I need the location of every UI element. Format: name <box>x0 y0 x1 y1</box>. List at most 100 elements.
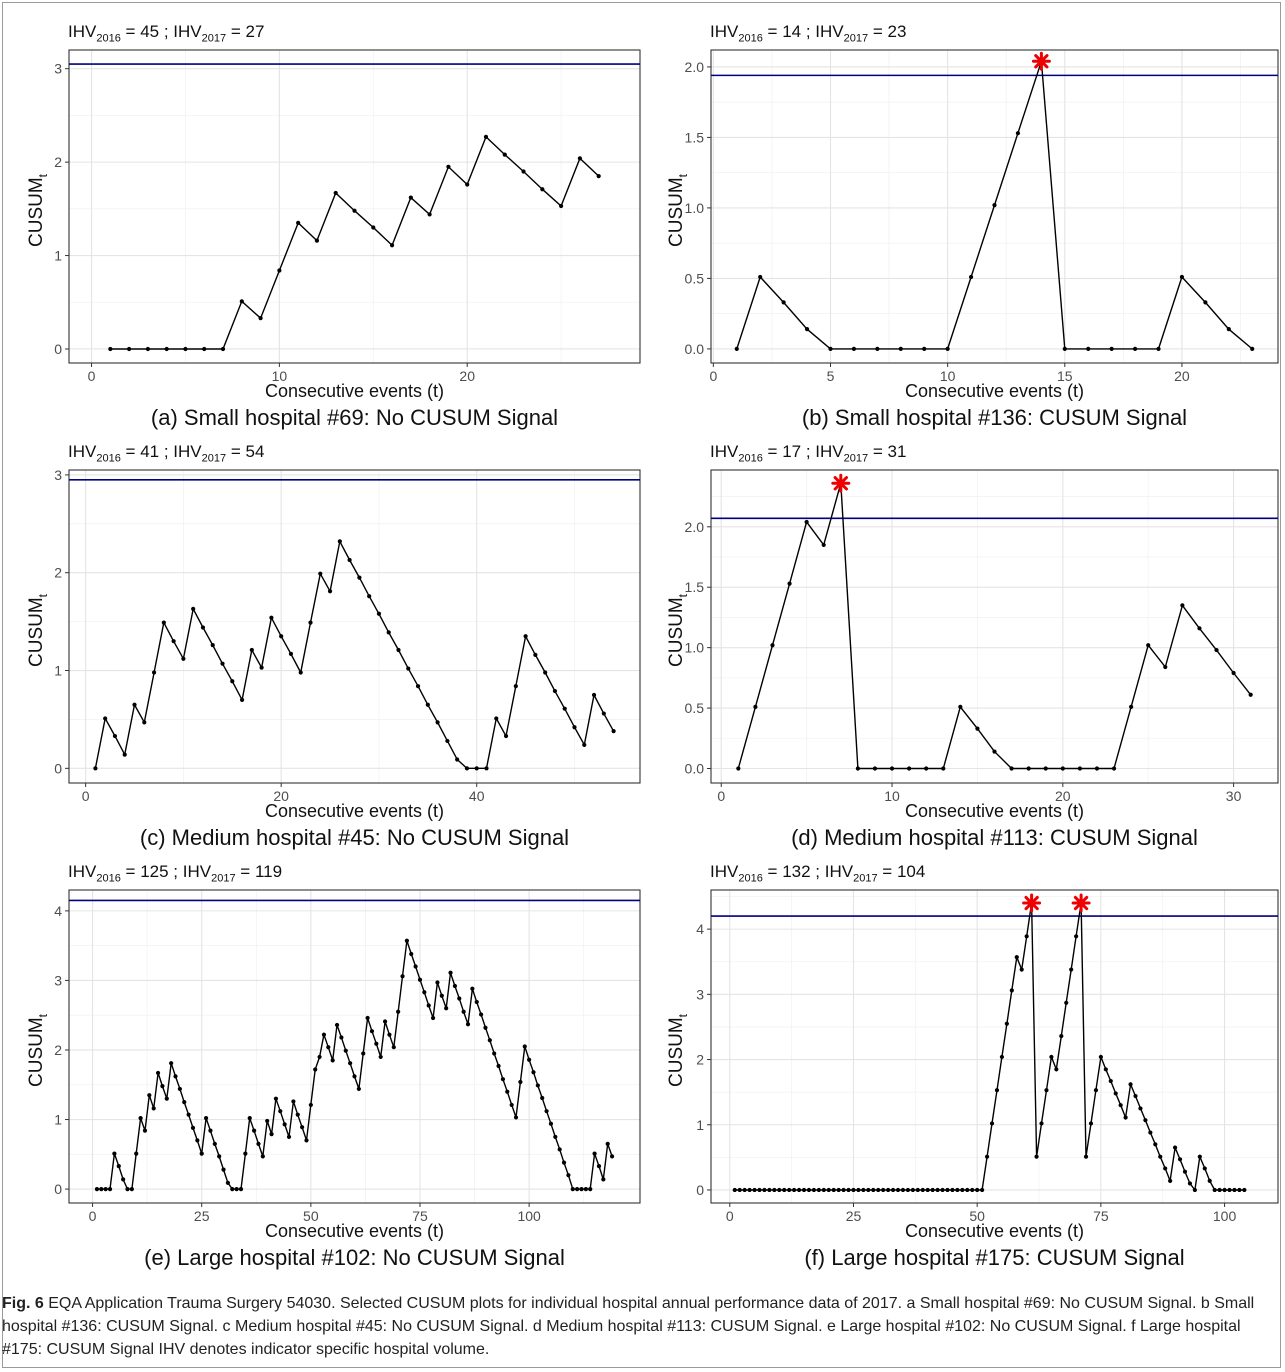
data-point <box>247 1116 252 1121</box>
data-point <box>234 1186 239 1192</box>
signal-marker <box>1031 51 1051 71</box>
data-point <box>251 1128 257 1133</box>
x-tick-label: 0 <box>82 788 90 804</box>
data-point <box>1015 131 1021 136</box>
data-point <box>1132 346 1138 352</box>
y-tick-label: 3 <box>54 467 62 483</box>
data-point <box>127 346 132 352</box>
data-point <box>134 1151 139 1156</box>
data-point <box>243 1151 248 1156</box>
x-tick-label: 20 <box>1055 788 1071 804</box>
data-point <box>866 1187 871 1193</box>
data-point <box>826 1187 831 1193</box>
data-point <box>1207 1178 1212 1183</box>
chart-panel: 0 20 40 0 1 2 3 Consecutive events (t) (c) Mediu… <box>0 420 641 850</box>
data-point <box>352 1074 357 1079</box>
data-point <box>382 1019 388 1024</box>
ihv-header: IHV2016 = 41 ; IHV2017 = 54 <box>68 442 264 464</box>
data-point <box>782 1187 787 1193</box>
ihv-equals: = <box>762 862 783 881</box>
ihv-2017-subscript: 2017 <box>843 32 869 45</box>
data-point <box>296 220 301 225</box>
data-point <box>286 1134 292 1140</box>
data-point <box>752 1187 757 1193</box>
ihv-2017-value: 27 <box>245 22 265 41</box>
ihv-2017-subscript: 2017 <box>843 452 869 465</box>
data-point <box>238 1186 244 1192</box>
data-point <box>435 720 440 725</box>
data-point <box>1242 1187 1247 1193</box>
data-point <box>347 557 352 563</box>
data-point <box>821 1187 826 1193</box>
data-point <box>169 1061 174 1066</box>
data-point <box>1202 1166 1207 1171</box>
data-point <box>400 974 405 979</box>
data-point <box>487 1038 492 1043</box>
data-point <box>856 1187 861 1193</box>
data-point <box>994 1088 1000 1093</box>
data-point <box>494 716 499 721</box>
data-point <box>295 1112 300 1117</box>
data-point <box>199 1151 204 1156</box>
data-point <box>575 1186 580 1192</box>
chart-svg: 0 25 50 75 100 0 1 2 3 4 Consecutive events (t) (f)… <box>696 889 1279 1270</box>
data-point <box>387 1032 392 1037</box>
data-point <box>804 519 809 525</box>
data-point <box>258 316 263 321</box>
y-tick-label: 0 <box>54 1181 62 1197</box>
data-point <box>409 951 414 957</box>
ihv-label: IHV <box>710 442 739 461</box>
chart-panel: 0 25 50 75 100 0 1 2 3 4 Consecutive events (t) (e)… <box>0 840 641 1270</box>
x-tick-label: 50 <box>969 1208 985 1224</box>
y-tick-label: 4 <box>54 903 62 919</box>
signal-marker <box>1022 893 1042 913</box>
data-point <box>1098 1054 1103 1060</box>
data-point <box>543 670 548 675</box>
data-point <box>513 684 518 689</box>
data-point <box>465 1022 471 1027</box>
data-point <box>572 725 577 730</box>
data-point <box>940 1187 945 1193</box>
y-axis-title: CUSUMt <box>26 593 50 666</box>
x-tick-label: 100 <box>1213 1208 1237 1224</box>
plot-background <box>69 50 640 363</box>
data-point <box>99 1186 104 1192</box>
data-point <box>1237 1187 1242 1193</box>
y-axis-title: CUSUMt <box>666 173 690 246</box>
data-point <box>415 684 421 689</box>
ihv-separator: ; <box>810 862 825 881</box>
data-point <box>1118 1103 1123 1108</box>
x-axis-title: Consecutive events (t) <box>905 1221 1084 1241</box>
ihv-equals: = <box>235 862 255 881</box>
panel-title: (a) Small hospital #69: No CUSUM Signal <box>151 405 558 430</box>
data-point <box>404 938 409 943</box>
data-point <box>200 625 206 630</box>
data-point <box>871 1187 876 1193</box>
data-point <box>984 1154 990 1159</box>
data-point <box>210 642 215 648</box>
data-point <box>544 1109 549 1114</box>
y-tick-label: 1 <box>54 663 62 679</box>
data-point <box>337 539 342 544</box>
data-point <box>182 1100 187 1105</box>
data-point <box>406 666 411 671</box>
data-point <box>103 1186 108 1192</box>
y-tick-label: 0.5 <box>685 270 705 286</box>
data-point <box>369 1029 375 1034</box>
ihv-label: IHV <box>824 862 854 881</box>
chart-svg: 0 20 40 0 1 2 3 Consecutive events (t) (c) Mediu… <box>54 467 641 850</box>
data-point <box>151 1106 156 1111</box>
data-point <box>970 1187 975 1193</box>
data-point <box>1088 1121 1094 1126</box>
ihv-2016-value: 17 <box>782 442 802 461</box>
ihv-label: IHV <box>68 862 97 881</box>
data-point <box>747 1187 752 1193</box>
data-point <box>308 620 313 625</box>
data-point <box>836 1187 841 1193</box>
plot-background <box>69 890 640 1203</box>
data-point <box>121 1177 126 1182</box>
data-point <box>396 647 401 653</box>
data-point <box>609 1154 615 1159</box>
panel-title: (e) Large hospital #102: No CUSUM Signal <box>144 1245 565 1270</box>
chart-svg: 0 5 10 15 20 0.0 0.5 1.0 1.5 2.0 Consecutive event… <box>685 49 1279 430</box>
